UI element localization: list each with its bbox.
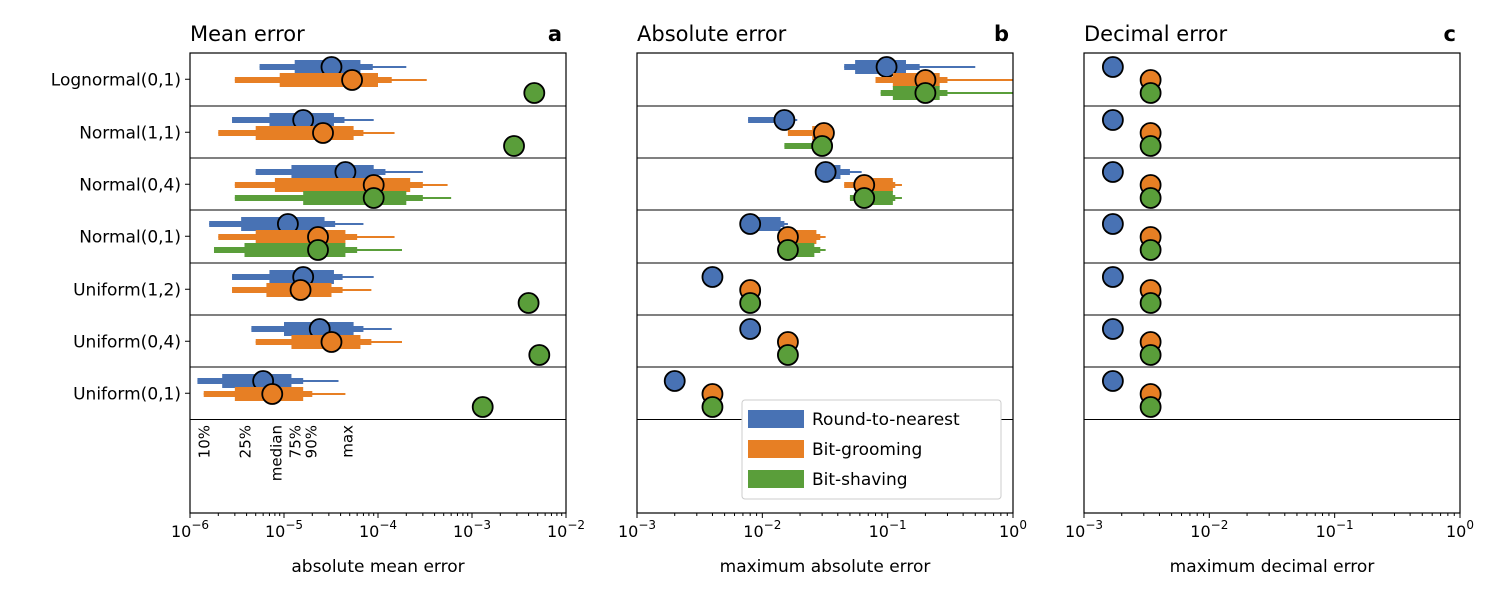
mean-marker <box>1139 396 1162 418</box>
mean-marker <box>701 266 724 288</box>
mean-marker <box>1139 292 1162 314</box>
mean-marker <box>307 239 329 261</box>
box-10-90 <box>784 143 824 149</box>
mean-marker <box>1139 82 1162 104</box>
panel-letter: c <box>1444 22 1456 46</box>
x-tick-label: 100 <box>999 518 1027 541</box>
mean-marker <box>853 187 876 209</box>
axes-frame <box>1083 52 1461 514</box>
mean-marker <box>523 82 546 104</box>
x-tick-label: 10−2 <box>547 518 585 541</box>
x-axis-label: maximum decimal error <box>1170 557 1375 577</box>
distribution-label: Uniform(1,2) <box>73 280 181 300</box>
legend-label: Round-to-nearest <box>812 410 960 430</box>
mean-marker <box>517 292 540 314</box>
mean-marker <box>312 122 334 144</box>
x-axis-label: absolute mean error <box>291 557 464 577</box>
percentile-label: 75% <box>287 425 305 458</box>
axes-frame <box>636 52 1014 514</box>
distribution-label: Normal(1,1) <box>79 123 181 143</box>
mean-marker <box>1101 318 1124 340</box>
panel-title: Decimal error <box>1084 22 1228 46</box>
box-25-75 <box>279 73 378 87</box>
x-tick-label: 10−2 <box>743 518 781 541</box>
mean-marker <box>914 82 937 104</box>
mean-marker <box>739 292 762 314</box>
box-25-75 <box>255 230 346 244</box>
legend-swatch <box>748 470 804 488</box>
mean-marker <box>528 344 551 366</box>
distribution-label: Normal(0,4) <box>79 175 181 195</box>
legend: Round-to-nearest Bit-grooming Bit-shaving <box>741 399 1002 500</box>
x-tick-label: 10−4 <box>359 518 397 541</box>
mean-marker <box>320 331 343 353</box>
x-tick-label: 10−1 <box>1316 518 1354 541</box>
percentile-label: 10% <box>196 425 214 458</box>
x-tick-label: 10−5 <box>265 518 303 541</box>
distribution-label: Uniform(0,1) <box>73 384 181 404</box>
distribution-label: Normal(0,1) <box>79 227 181 247</box>
mean-marker <box>811 135 834 157</box>
mean-marker <box>814 161 837 183</box>
legend-label: Bit-shaving <box>812 470 908 490</box>
mean-marker <box>1101 56 1124 78</box>
mean-marker <box>1101 213 1124 235</box>
mean-marker <box>1139 135 1162 157</box>
box-25-75 <box>291 165 374 179</box>
distribution-label: Uniform(0,4) <box>73 332 181 352</box>
panel-b: Absolute error b 10−3 10−2 10−1 100 maximum ab… <box>618 22 1027 577</box>
mean-marker <box>289 279 312 301</box>
panel-letter: b <box>994 22 1009 46</box>
legend-label: Bit-grooming <box>812 440 922 460</box>
mean-marker <box>739 318 762 340</box>
percentile-label: 25% <box>237 425 255 458</box>
panel-title: Absolute error <box>637 22 787 46</box>
mean-marker <box>777 344 799 366</box>
box-25-75 <box>274 178 411 192</box>
mean-marker <box>1101 266 1124 288</box>
x-tick-label: 10−3 <box>1065 518 1103 541</box>
mean-marker <box>362 187 385 209</box>
x-axis-label: maximum absolute error <box>720 557 931 577</box>
mean-marker <box>341 69 363 91</box>
percentile-label: median <box>268 425 286 481</box>
percentile-label: 90% <box>303 425 321 458</box>
x-tick-label: 10−1 <box>869 518 907 541</box>
legend-swatch <box>748 440 804 458</box>
mean-marker <box>1101 370 1124 392</box>
x-tick-label: 100 <box>1446 518 1474 541</box>
mean-marker <box>701 396 724 418</box>
x-tick-label: 10−6 <box>171 518 209 541</box>
legend-box <box>741 399 1002 500</box>
percentile-label: max <box>339 425 357 458</box>
mean-marker <box>663 370 686 392</box>
mean-marker <box>1101 109 1124 131</box>
mean-marker <box>1139 239 1162 261</box>
box-10-90 <box>748 117 792 123</box>
box-25-75 <box>303 191 407 205</box>
x-tick-label: 10−3 <box>618 518 656 541</box>
mean-marker <box>1139 187 1162 209</box>
x-tick-label: 10−2 <box>1190 518 1228 541</box>
mean-marker <box>1139 344 1162 366</box>
distribution-label: Lognormal(0,1) <box>51 70 181 90</box>
legend-swatch <box>748 410 804 428</box>
mean-marker <box>739 213 762 235</box>
panel-a: Mean error a 10−6 10−5 10−4 10−3 10−2 absolute … <box>171 22 585 577</box>
panel-title: Mean error <box>190 22 305 46</box>
mean-marker <box>777 239 799 261</box>
mean-marker <box>773 109 796 131</box>
box-25-75 <box>255 126 354 140</box>
panel-c: Decimal error c 10−3 10−2 10−1 100 maximum dec… <box>1065 22 1474 577</box>
mean-marker <box>471 396 494 418</box>
mean-marker <box>261 383 284 405</box>
panel-letter: a <box>548 22 562 46</box>
mean-marker <box>1101 161 1124 183</box>
box-25-75 <box>244 243 346 257</box>
x-tick-label: 10−3 <box>453 518 491 541</box>
mean-marker <box>503 135 525 157</box>
box-10-90 <box>787 130 824 136</box>
